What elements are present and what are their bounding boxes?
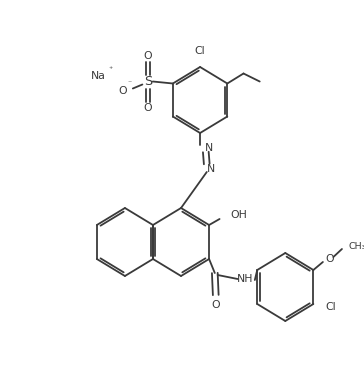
Text: ⁻: ⁻ [128,78,132,87]
Text: O: O [325,254,334,264]
Text: CH₃: CH₃ [348,242,364,250]
Text: O: O [144,102,153,112]
Text: N: N [206,164,215,174]
Text: O: O [211,300,220,310]
Text: Na: Na [91,70,106,81]
Text: N: N [205,143,213,153]
Text: Cl: Cl [195,46,205,56]
Text: Cl: Cl [326,302,336,312]
Text: ⁺: ⁺ [109,65,113,74]
Text: O: O [144,50,153,60]
Text: OH: OH [230,210,247,220]
Text: S: S [144,75,152,88]
Text: NH: NH [237,274,254,284]
Text: O: O [118,85,127,95]
